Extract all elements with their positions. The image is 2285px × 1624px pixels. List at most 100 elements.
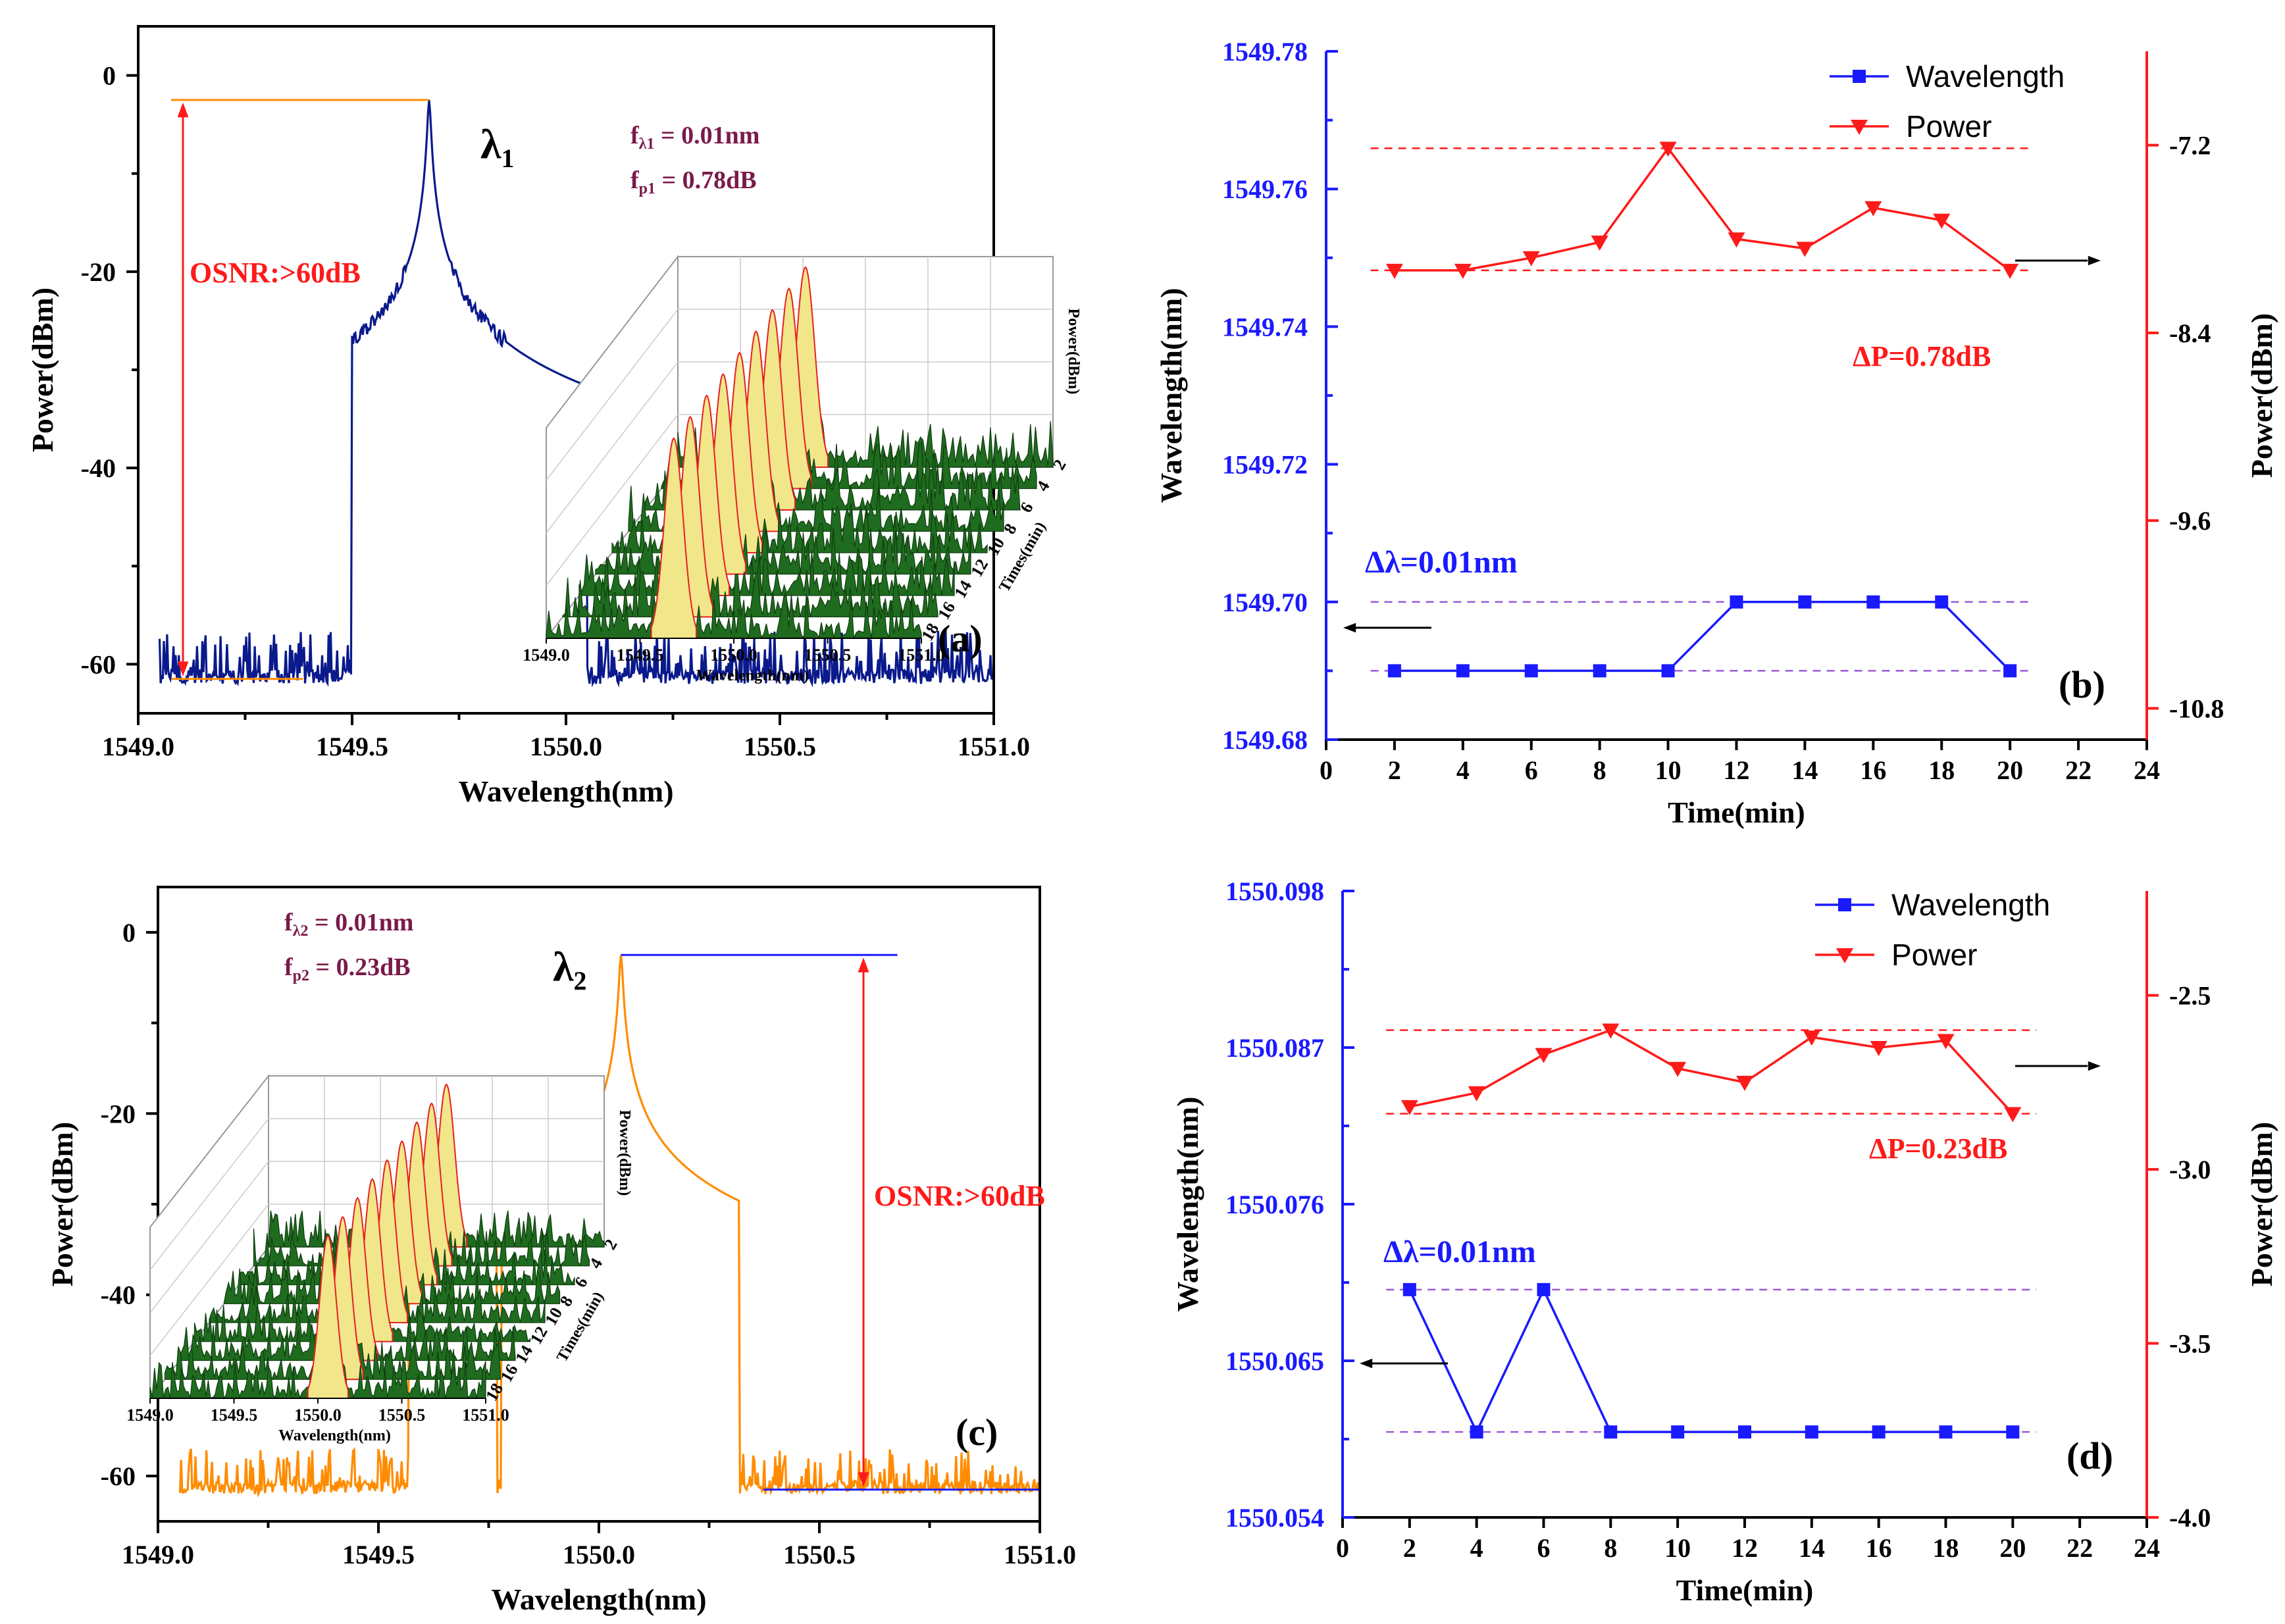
x-tick-label: 10	[1655, 755, 1682, 785]
x-tick-label: 24	[2134, 755, 2160, 785]
inset-y-axis-label: Power(dBm)	[1065, 309, 1082, 395]
wavelength-fluctuation-label: fλ2 = 0.01nm	[284, 909, 413, 940]
x-axis-label: Wavelength(nm)	[458, 774, 673, 808]
legend-power-label: Power	[1891, 938, 1977, 972]
delta-lambda-label: Δλ=0.01nm	[1383, 1234, 1536, 1269]
x-tick-label: 8	[1604, 1533, 1617, 1563]
wavelength-point	[1524, 664, 1538, 678]
power-point	[1669, 1061, 1687, 1077]
inset-x-tick-label: 1549.5	[211, 1406, 258, 1425]
inset-time-tick: 10	[983, 534, 1008, 559]
x-tick-label: 6	[1525, 755, 1538, 785]
y-tick-label: -20	[101, 1099, 136, 1129]
y-tick-label: -20	[81, 257, 116, 287]
osnr-arrow-up	[858, 957, 869, 973]
x-tick-label: 12	[1724, 755, 1750, 785]
x-tick-label: 12	[1732, 1533, 1758, 1563]
legend-wavelength-marker	[1853, 70, 1866, 83]
inset-peak-18	[650, 437, 697, 639]
x-tick-label: 20	[1999, 1533, 2026, 1563]
wavelength-point	[1470, 1425, 1483, 1439]
inset-gridline	[546, 414, 679, 586]
x-tick-label: 4	[1470, 1533, 1483, 1563]
x-tick-label: 20	[1997, 755, 2023, 785]
inset-waterfall: 1549.0 1549.5 1550.0 1550.5 1551.0 Wavelength…	[126, 1074, 633, 1444]
power-point	[1468, 1086, 1485, 1102]
right-y-tick-label: -9.6	[2169, 506, 2211, 536]
inset-peak-18	[307, 1234, 349, 1399]
wavelength-point	[2003, 664, 2017, 678]
legend-power-label: Power	[1906, 109, 1991, 143]
x-tick-label: 0	[1320, 755, 1333, 785]
right-y-tick-label: -10.8	[2169, 694, 2224, 723]
power-point	[1602, 1023, 1620, 1039]
wavelength-point	[1456, 664, 1470, 678]
right-axis-arrowhead	[2088, 255, 2101, 266]
inset-gridline	[149, 1118, 269, 1271]
x-tick-label: 6	[1537, 1533, 1551, 1563]
left-y-tick-label: 1549.76	[1222, 174, 1308, 204]
y-tick-label: 0	[122, 918, 136, 948]
panel-label: (b)	[2059, 663, 2105, 706]
inset-x-tick-label: 1549.0	[126, 1406, 174, 1425]
right-axis-arrowhead	[2088, 1061, 2101, 1071]
inset-time-tick: 12	[526, 1323, 552, 1348]
x-axis-label: Time(min)	[1676, 1573, 1814, 1607]
inset-time-tick: 2	[600, 1236, 621, 1253]
right-y-tick-label: -3.5	[2169, 1329, 2211, 1359]
panel-label: (d)	[2067, 1434, 2113, 1477]
x-tick-label: 24	[2134, 1533, 2160, 1563]
delta-power-label: ΔP=0.23dB	[1869, 1132, 2007, 1165]
y-tick-label: -60	[81, 649, 116, 679]
x-tick-label: 1549.5	[316, 732, 388, 761]
legend-wavelength-label: Wavelength	[1891, 888, 2050, 922]
inset-trace-18	[546, 437, 922, 640]
inset-time-tick: 14	[511, 1342, 536, 1366]
inset-time-tick: 2	[1049, 456, 1070, 473]
power-point	[2001, 263, 2019, 279]
inset-time-tick: 4	[586, 1255, 607, 1272]
inset-time-tick: 8	[556, 1292, 577, 1309]
wavelength-series-line	[1394, 601, 2011, 672]
wavelength-point	[1402, 1282, 1416, 1296]
x-tick-label: 14	[1791, 755, 1818, 785]
inset-x-tick-label: 1550.5	[804, 646, 852, 665]
x-tick-label: 2	[1403, 1533, 1416, 1563]
x-tick-label: 1550.0	[563, 1540, 635, 1569]
left-y-axis-label: Wavelength(nm)	[1171, 1096, 1204, 1311]
right-y-tick-label: -7.2	[2169, 131, 2211, 161]
panel-label: (c)	[956, 1411, 998, 1454]
wavelength-series-line	[1408, 1286, 2013, 1435]
legend-power-marker	[1836, 948, 1853, 963]
left-y-tick-label: 1549.70	[1222, 588, 1308, 617]
right-y-tick-label: -4.0	[2169, 1503, 2211, 1533]
left-axis-arrowhead	[1360, 1358, 1373, 1369]
power-point	[2004, 1107, 2022, 1123]
panel-b: 0 2 4 6 8 10 12 14 16 18 20 22 241549.681549.701549.…	[1154, 37, 2278, 829]
x-tick-label: 14	[1799, 1533, 1825, 1563]
left-y-tick-label: 1549.74	[1222, 312, 1308, 342]
left-y-tick-label: 1549.72	[1222, 450, 1308, 480]
power-point	[1385, 263, 1403, 279]
power-point	[1591, 236, 1608, 251]
inset-trace-16	[562, 415, 938, 618]
inset-x-tick-label: 1550.0	[710, 646, 757, 665]
y-tick-label: -60	[101, 1461, 136, 1491]
wavelength-point	[1593, 664, 1606, 678]
peak-lambda-label: λ1	[480, 120, 514, 173]
power-point	[1870, 1041, 1887, 1056]
inset-time-tick: 4	[1033, 478, 1054, 495]
x-tick-label: 1550.5	[744, 732, 816, 761]
x-tick-label: 1549.5	[342, 1540, 415, 1569]
x-tick-label: 1550.5	[783, 1540, 856, 1569]
inset-x-tick-label: 1551.0	[462, 1406, 509, 1425]
x-tick-label: 22	[2067, 1533, 2093, 1563]
power-point	[1937, 1034, 1955, 1050]
wavelength-point	[1387, 664, 1401, 678]
power-point	[1535, 1048, 1553, 1063]
right-y-tick-label: -8.4	[2169, 318, 2211, 348]
x-tick-label: 1551.0	[1004, 1540, 1076, 1569]
inset-x-axis-label: Wavelength(nm)	[696, 667, 809, 684]
wavelength-point	[1872, 1425, 1886, 1439]
